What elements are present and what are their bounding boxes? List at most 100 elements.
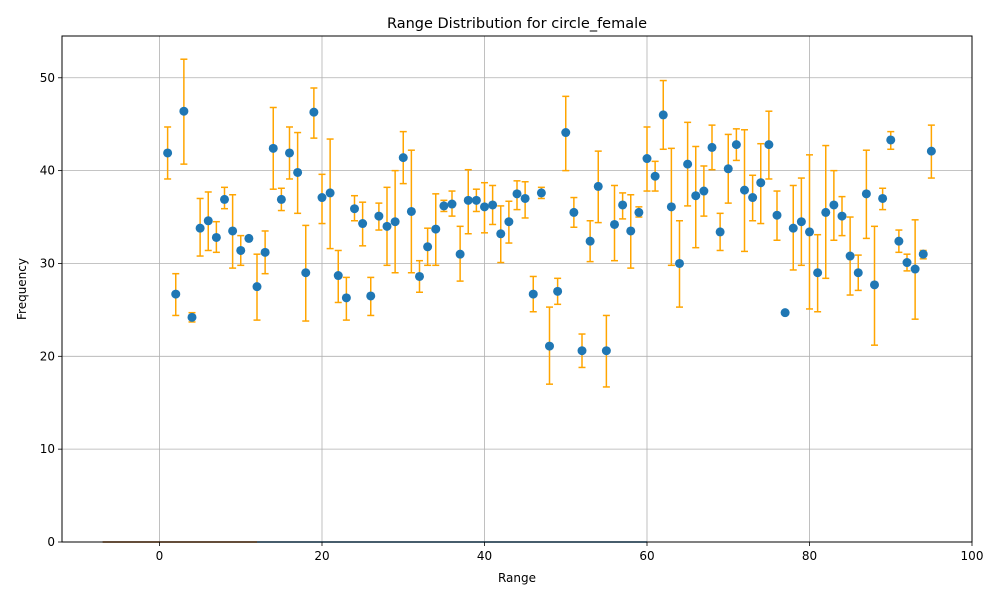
x-axis-label: Range bbox=[498, 571, 536, 585]
data-point bbox=[220, 194, 229, 204]
data-point bbox=[496, 229, 506, 239]
data-point bbox=[845, 251, 855, 261]
data-point bbox=[634, 207, 644, 217]
data-point bbox=[756, 178, 766, 188]
data-point bbox=[187, 312, 197, 322]
data-point bbox=[861, 189, 871, 199]
data-point bbox=[390, 217, 400, 227]
data-point bbox=[894, 236, 904, 246]
data-point bbox=[675, 258, 684, 268]
data-point bbox=[715, 227, 725, 237]
chart-title: Range Distribution for circle_female bbox=[387, 16, 647, 32]
data-point bbox=[228, 226, 238, 236]
data-point bbox=[780, 308, 790, 318]
data-point bbox=[691, 191, 701, 201]
data-point bbox=[480, 202, 489, 212]
y-tick-label: 0 bbox=[47, 535, 55, 549]
data-point bbox=[796, 217, 806, 227]
x-tick-label: 100 bbox=[961, 549, 984, 563]
data-point bbox=[805, 227, 814, 237]
data-point bbox=[171, 289, 181, 299]
data-point bbox=[561, 128, 571, 138]
data-point bbox=[512, 189, 522, 199]
data-point bbox=[731, 140, 741, 150]
axis-ticks: 0 20 40 60 80 100 0 10 20 30 40 50 bbox=[40, 71, 984, 563]
data-point bbox=[918, 249, 928, 259]
data-point bbox=[545, 341, 554, 351]
y-tick-label: 40 bbox=[40, 164, 55, 178]
data-point bbox=[707, 142, 717, 152]
data-point bbox=[309, 107, 319, 117]
data-point bbox=[610, 219, 619, 229]
data-point bbox=[285, 148, 294, 158]
data-point bbox=[642, 154, 652, 164]
plot-frame bbox=[61, 35, 973, 543]
data-point bbox=[211, 232, 221, 242]
data-point bbox=[439, 201, 449, 211]
data-point bbox=[260, 247, 270, 257]
data-point bbox=[252, 282, 262, 292]
data-point bbox=[415, 271, 424, 281]
data-point bbox=[528, 289, 538, 299]
data-point bbox=[163, 148, 173, 158]
data-point bbox=[772, 210, 782, 220]
data-point bbox=[650, 171, 660, 181]
data-point bbox=[837, 211, 847, 221]
data-point bbox=[471, 195, 481, 205]
plot-area bbox=[62, 36, 972, 542]
data-point bbox=[447, 199, 457, 209]
data-point bbox=[195, 223, 205, 233]
data-point bbox=[488, 200, 498, 210]
data-point bbox=[585, 236, 595, 246]
data-point bbox=[358, 219, 368, 229]
data-point bbox=[317, 193, 327, 203]
data-point bbox=[764, 140, 774, 150]
data-point bbox=[886, 135, 896, 145]
data-point bbox=[431, 224, 441, 234]
y-tick-label: 10 bbox=[40, 442, 55, 456]
data-point bbox=[577, 346, 587, 356]
data-point bbox=[723, 164, 733, 174]
data-point bbox=[748, 193, 758, 203]
y-tick-label: 30 bbox=[40, 256, 55, 270]
data-point bbox=[325, 188, 335, 198]
x-tick-label: 40 bbox=[477, 549, 492, 563]
data-point bbox=[593, 181, 603, 191]
data-point bbox=[626, 226, 636, 236]
data-point bbox=[203, 216, 213, 226]
data-point bbox=[333, 271, 343, 281]
data-point bbox=[301, 268, 311, 278]
data-point bbox=[398, 153, 408, 163]
data-point bbox=[788, 223, 798, 233]
data-point bbox=[463, 195, 473, 205]
x-tick-label: 20 bbox=[314, 549, 329, 563]
x-tick-label: 60 bbox=[639, 549, 654, 563]
data-point bbox=[341, 293, 351, 303]
data-point bbox=[179, 106, 189, 116]
data-point bbox=[382, 221, 392, 231]
data-point bbox=[569, 207, 579, 217]
data-point bbox=[926, 146, 936, 156]
data-point bbox=[374, 211, 384, 221]
data-point bbox=[902, 258, 912, 268]
data-point bbox=[406, 206, 416, 216]
data-point bbox=[536, 188, 546, 198]
data-point bbox=[236, 245, 246, 255]
y-axis-label: Frequency bbox=[15, 258, 29, 320]
data-point bbox=[268, 143, 278, 153]
data-point bbox=[699, 186, 709, 196]
data-point bbox=[504, 217, 514, 227]
data-point bbox=[601, 346, 611, 356]
data-point bbox=[829, 200, 839, 210]
data-point bbox=[740, 185, 749, 195]
data-point bbox=[455, 249, 465, 259]
data-point bbox=[853, 268, 863, 278]
data-point bbox=[813, 268, 823, 278]
data-point bbox=[366, 291, 376, 301]
data-point bbox=[350, 204, 359, 214]
x-tick-label: 0 bbox=[156, 549, 164, 563]
data-point bbox=[244, 233, 254, 243]
data-point bbox=[618, 200, 628, 210]
data-point bbox=[276, 194, 286, 204]
